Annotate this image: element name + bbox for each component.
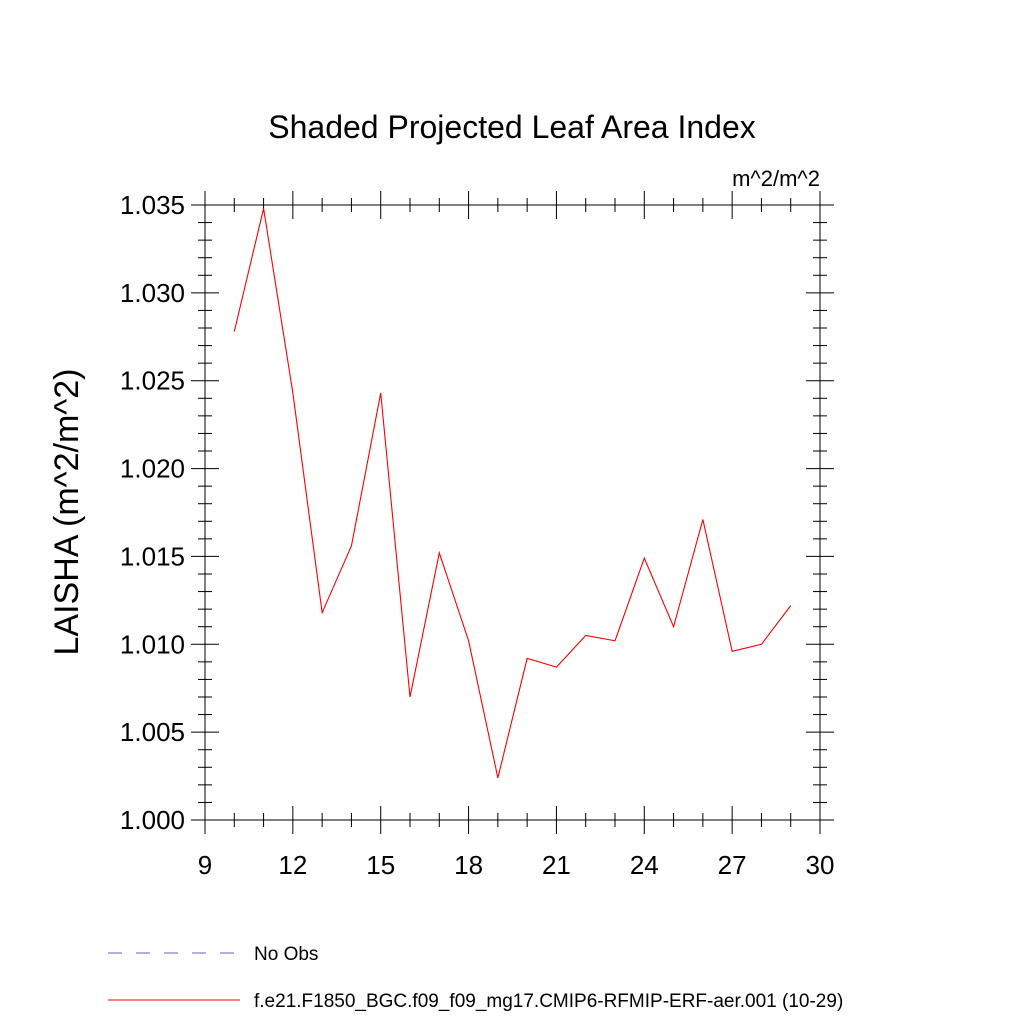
y-tick-label: 1.000: [120, 805, 185, 835]
x-tick-labels: 9 12 15 18 21 24 27 30: [198, 850, 835, 880]
x-tick-label: 30: [806, 850, 835, 880]
x-tick-label: 15: [366, 850, 395, 880]
major-ticks: [191, 191, 834, 834]
plot-frame: [204, 204, 821, 821]
y-tick-label: 1.005: [120, 717, 185, 747]
y-tick-label: 1.010: [120, 629, 185, 659]
y-tick-label: 1.025: [120, 366, 185, 396]
x-tick-label: 18: [454, 850, 483, 880]
x-tick-label: 12: [278, 850, 307, 880]
chart-title: Shaded Projected Leaf Area Index: [268, 109, 755, 145]
units-label: m^2/m^2: [732, 166, 820, 191]
y-tick-labels: 1.000 1.005 1.010 1.015 1.020 1.025 1.030 1.035: [120, 190, 185, 835]
x-tick-label: 21: [542, 850, 571, 880]
x-tick-label: 27: [718, 850, 747, 880]
x-tick-label: 24: [630, 850, 659, 880]
y-tick-label: 1.015: [120, 541, 185, 571]
legend: No Obs f.e21.F1850_BGC.f09_f09_mg17.CMIP…: [108, 944, 843, 1012]
minor-ticks: [198, 198, 827, 827]
legend-label-model: f.e21.F1850_BGC.f09_f09_mg17.CMIP6-RFMIP…: [254, 991, 843, 1012]
legend-label-no-obs: No Obs: [254, 944, 318, 965]
x-tick-label: 9: [198, 850, 212, 880]
y-axis-label: LAISHA (m^2/m^2): [48, 369, 86, 656]
series-line: [233, 208, 792, 778]
y-tick-label: 1.030: [120, 278, 185, 308]
series-group: [233, 208, 792, 778]
y-tick-label: 1.020: [120, 454, 185, 484]
y-tick-label: 1.035: [120, 190, 185, 220]
